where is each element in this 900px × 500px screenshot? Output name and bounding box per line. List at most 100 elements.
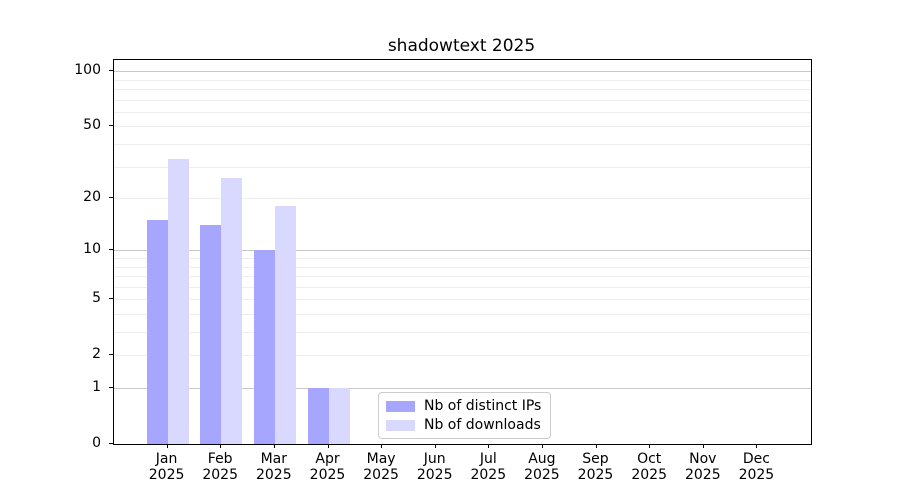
bar-distinct-ips <box>253 250 275 444</box>
x-tick-mark <box>541 444 543 448</box>
bar-distinct-ips <box>200 225 222 444</box>
y-tick-label: 100 <box>74 62 101 79</box>
x-tick-mark <box>488 444 490 448</box>
y-tick-mark <box>109 197 113 199</box>
x-tick-year: 2025 <box>684 467 721 483</box>
y-gridline-minor <box>114 166 811 168</box>
x-tick-month: May <box>366 451 396 467</box>
bar-downloads <box>167 159 189 444</box>
x-tick-year: 2025 <box>470 467 507 483</box>
chart-title: shadowtext 2025 <box>387 36 536 56</box>
y-tick-label: 20 <box>83 189 101 206</box>
x-tick-mark <box>756 444 758 448</box>
x-tick-month: Feb <box>207 451 233 467</box>
y-gridline-minor <box>114 89 811 90</box>
y-gridline-minor <box>114 198 811 200</box>
x-tick-mark <box>434 444 436 448</box>
y-tick-mark <box>109 125 113 127</box>
y-tick-mark <box>109 70 113 72</box>
x-tick-label: Nov 2025 <box>673 451 733 483</box>
y-gridline-minor <box>114 79 811 81</box>
x-tick-label: Feb 2025 <box>190 451 250 483</box>
y-tick-label: 50 <box>83 117 101 134</box>
y-gridline-major <box>114 250 811 252</box>
x-tick-label: Jul 2025 <box>458 451 518 483</box>
legend-swatch <box>386 419 415 431</box>
x-tick-mark <box>273 444 275 448</box>
x-tick-mark <box>595 444 597 448</box>
x-tick-year: 2025 <box>631 467 667 483</box>
y-gridline-minor <box>114 144 811 145</box>
y-gridline-minor <box>114 314 811 315</box>
bar-distinct-ips <box>307 388 329 444</box>
y-gridline-minor <box>114 276 811 277</box>
x-tick-label: Mar 2025 <box>244 451 304 483</box>
y-gridline-minor <box>114 99 811 101</box>
x-tick-month: Dec <box>742 451 770 467</box>
y-gridline-minor <box>114 286 811 288</box>
x-tick-month: Oct <box>637 451 662 467</box>
x-tick-month: Sep <box>582 451 609 467</box>
x-tick-label: Apr 2025 <box>298 451 358 483</box>
legend-label: Nb of downloads <box>424 417 541 433</box>
bar-downloads <box>328 388 350 444</box>
y-gridline-major <box>114 71 811 73</box>
y-gridline-major <box>114 388 811 389</box>
legend-label: Nb of distinct IPs <box>424 398 542 414</box>
x-tick-month: Jul <box>479 451 497 467</box>
x-tick-label: Jun 2025 <box>405 451 465 483</box>
legend-item: Nb of downloads <box>386 417 541 433</box>
x-tick-year: 2025 <box>524 467 560 483</box>
y-tick-label: 10 <box>83 241 101 258</box>
x-tick-year: 2025 <box>577 467 614 483</box>
x-tick-year: 2025 <box>363 467 399 483</box>
x-tick-year: 2025 <box>309 467 346 483</box>
x-tick-month: Jan <box>155 451 178 467</box>
x-tick-label: May 2025 <box>351 451 411 483</box>
x-tick-mark <box>649 444 651 448</box>
x-tick-month: Nov <box>689 451 717 467</box>
x-tick-mark <box>166 444 168 448</box>
x-tick-label: Jan 2025 <box>137 451 197 483</box>
bar-downloads <box>274 206 296 444</box>
bar-distinct-ips <box>146 220 168 444</box>
legend: Nb of distinct IPs Nb of downloads <box>378 392 552 439</box>
y-gridline-minor <box>114 126 811 128</box>
y-tick-label: 1 <box>92 379 101 395</box>
x-tick-month: Aug <box>528 451 556 467</box>
x-tick-year: 2025 <box>416 467 453 483</box>
x-tick-year: 2025 <box>148 467 185 483</box>
legend-swatch <box>386 400 415 412</box>
y-tick-label: 2 <box>92 346 101 363</box>
x-tick-label: Aug 2025 <box>512 451 572 483</box>
x-tick-label: Sep 2025 <box>566 451 626 483</box>
legend-item: Nb of distinct IPs <box>386 398 541 414</box>
y-gridline-minor <box>114 266 811 268</box>
x-tick-month: Apr <box>315 451 340 467</box>
y-gridline-minor <box>114 258 811 259</box>
x-tick-label: Oct 2025 <box>619 451 679 483</box>
y-gridline-minor <box>114 299 811 301</box>
plot-area <box>113 59 812 445</box>
x-tick-mark <box>381 444 383 448</box>
y-gridline-minor <box>114 332 811 333</box>
y-tick-mark <box>109 249 113 251</box>
y-tick-mark <box>109 354 113 356</box>
x-tick-month: Mar <box>260 451 287 467</box>
x-tick-month: Jun <box>423 451 446 467</box>
y-tick-mark <box>109 298 113 300</box>
x-tick-year: 2025 <box>738 467 775 483</box>
y-gridline-minor <box>114 355 811 357</box>
x-tick-year: 2025 <box>255 467 292 483</box>
x-tick-mark <box>702 444 704 448</box>
y-tick-mark <box>109 387 113 388</box>
x-tick-year: 2025 <box>202 467 238 483</box>
y-tick-label: 5 <box>92 290 101 307</box>
bar-downloads <box>221 177 243 444</box>
y-tick-mark <box>109 443 113 444</box>
x-tick-mark <box>327 444 329 448</box>
x-tick-mark <box>220 444 222 448</box>
y-tick-label: 0 <box>92 435 101 451</box>
x-tick-label: Dec 2025 <box>726 451 786 483</box>
